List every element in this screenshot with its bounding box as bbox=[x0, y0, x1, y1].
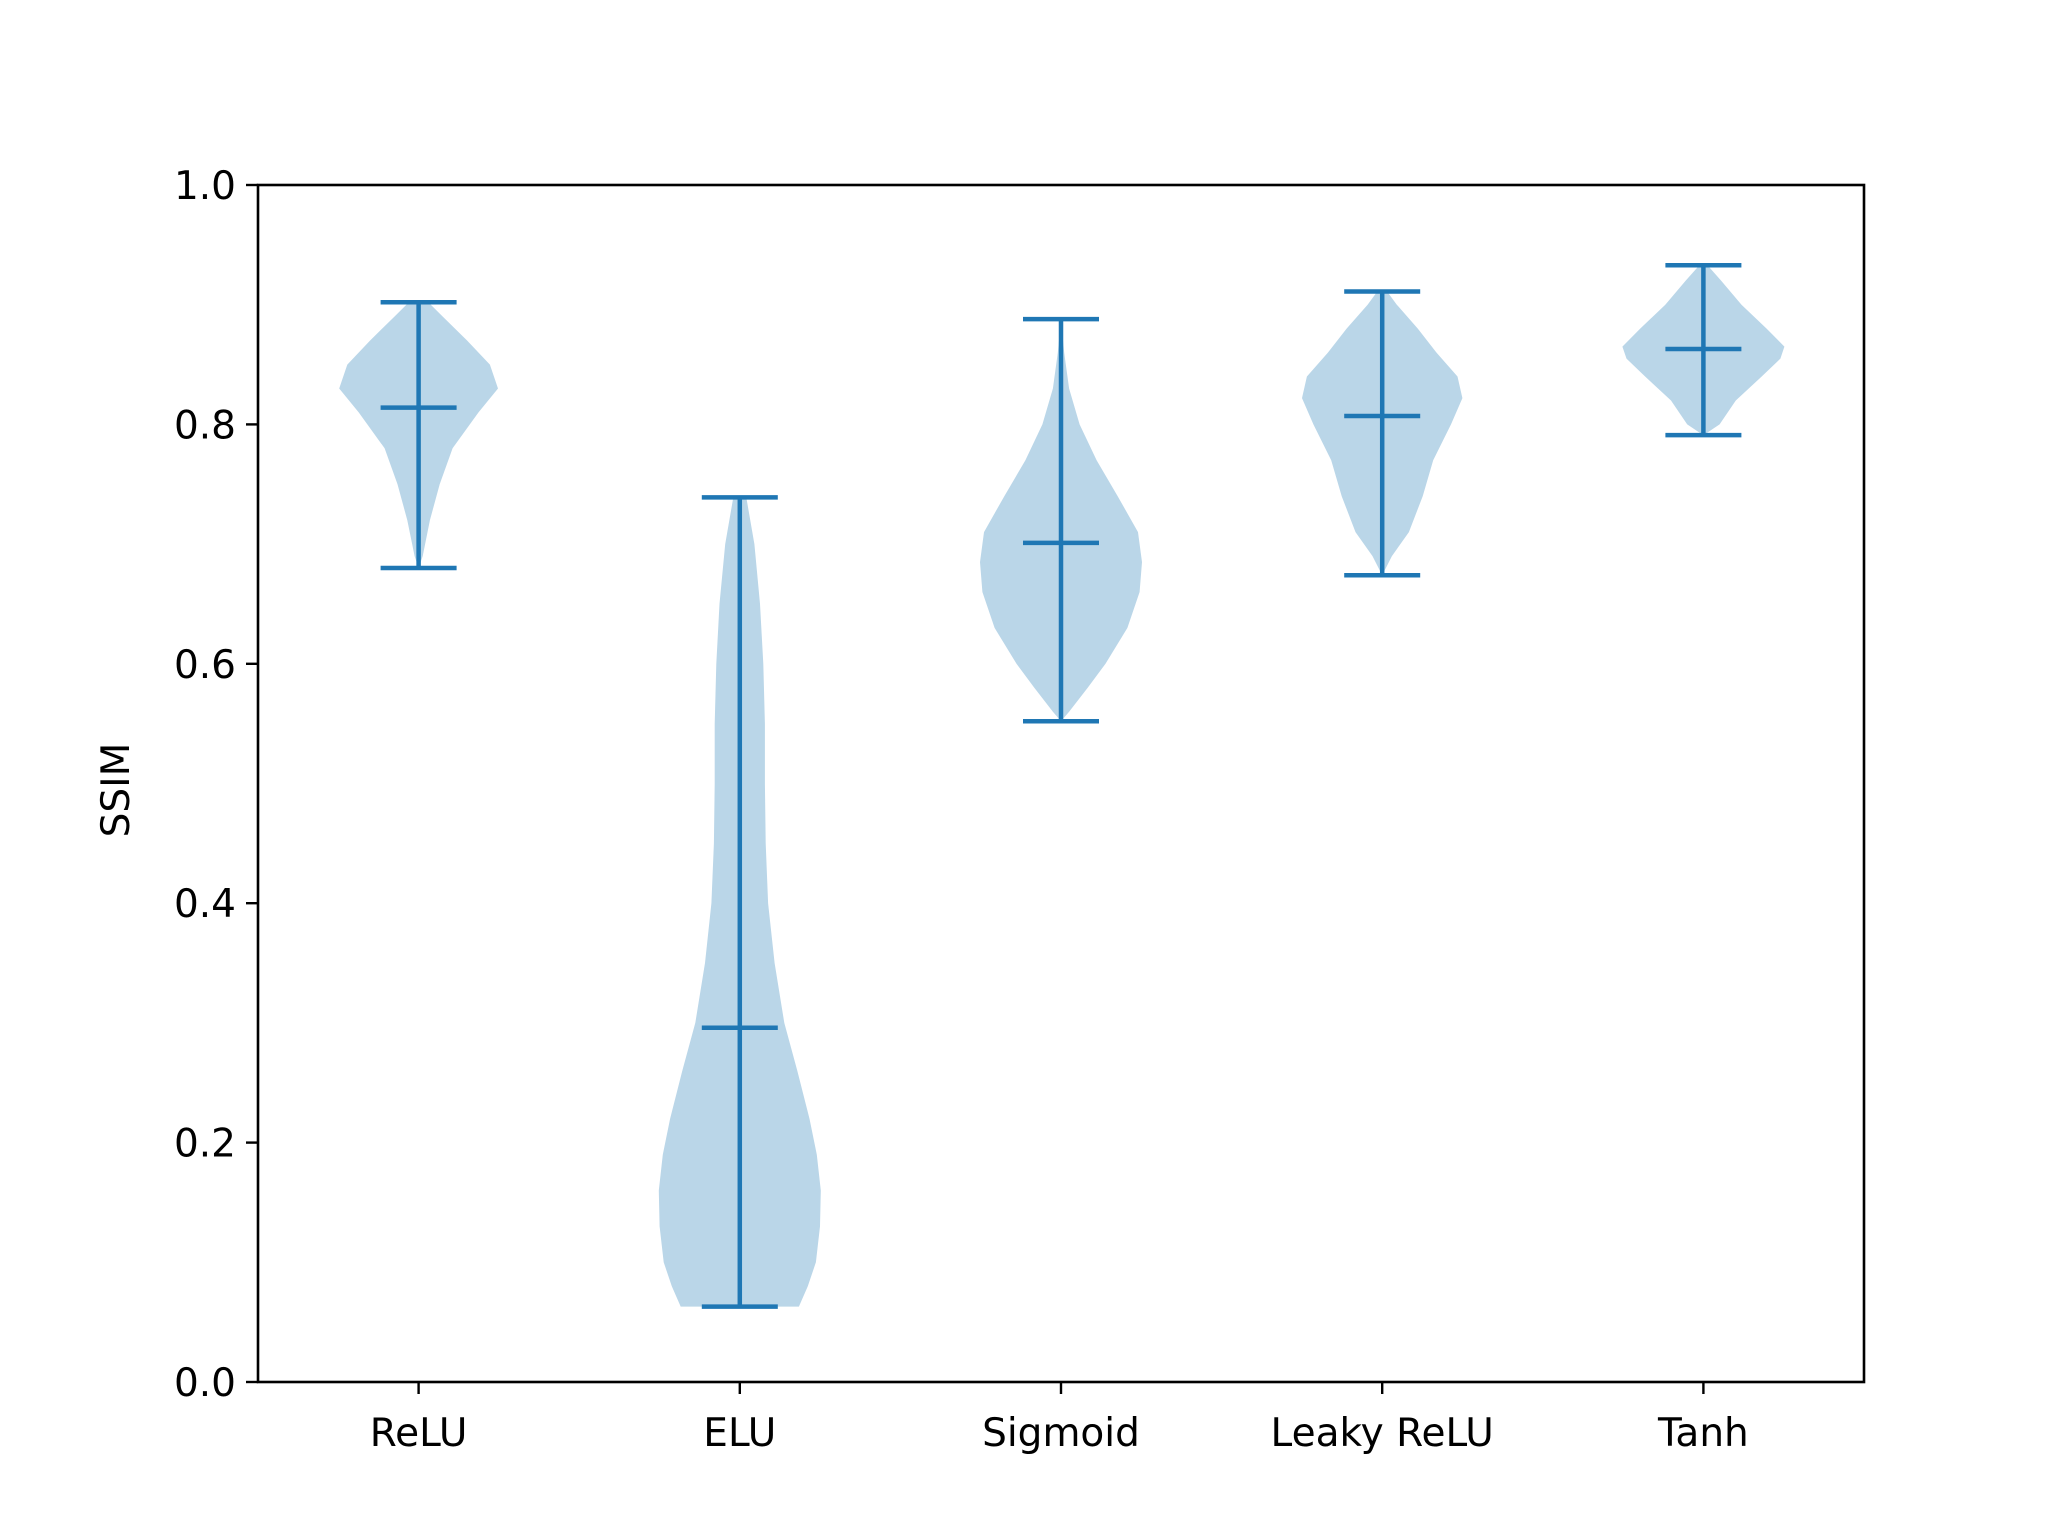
y-axis: 0.0 0.2 0.4 0.6 0.8 1.0 bbox=[174, 164, 258, 1406]
x-tick-label: ReLU bbox=[370, 1411, 468, 1456]
y-tick-label: 0.8 bbox=[174, 403, 236, 448]
x-tick-label: ELU bbox=[703, 1411, 776, 1456]
y-tick-label: 0.2 bbox=[174, 1122, 236, 1167]
x-tick-label: Sigmoid bbox=[982, 1411, 1140, 1456]
violins-layer bbox=[339, 262, 1785, 1309]
x-tick-label: Tanh bbox=[1657, 1411, 1749, 1456]
x-tick-label: Leaky ReLU bbox=[1271, 1411, 1494, 1456]
y-tick-label: 1.0 bbox=[174, 164, 236, 209]
y-axis-label: SSIM bbox=[94, 743, 139, 838]
y-tick-label: 0.4 bbox=[174, 882, 236, 927]
y-tick-label: 0.0 bbox=[174, 1361, 236, 1406]
y-tick-label: 0.6 bbox=[174, 643, 236, 688]
x-axis: ReLU ELU Sigmoid Leaky ReLU Tanh bbox=[370, 1382, 1749, 1456]
